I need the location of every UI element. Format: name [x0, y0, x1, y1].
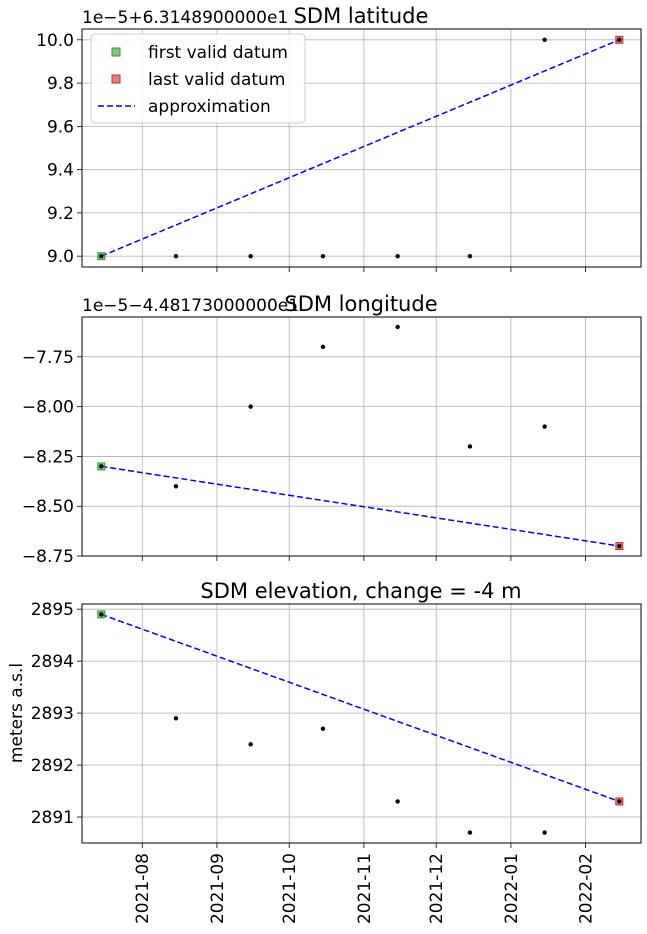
y-tick-label: −8.25: [22, 447, 74, 467]
x-tick-label: 2022-02: [577, 853, 597, 924]
grid: [82, 604, 641, 843]
data-point: [99, 612, 104, 617]
data-point: [173, 716, 179, 721]
legend-approximation-label: approximation: [148, 97, 271, 117]
approximation-line: [100, 39, 620, 257]
legend-last-label: last valid datum: [148, 70, 285, 90]
approximation-line: [101, 465, 620, 547]
data-point: [395, 253, 400, 259]
y-tick-label: 9.8: [47, 74, 74, 94]
x-tick-label: 2021-10: [280, 853, 300, 924]
data-point: [173, 484, 179, 489]
data-point: [617, 799, 622, 804]
approximation-line: [101, 613, 620, 803]
y-tick-label: 9.2: [47, 204, 74, 224]
axes-frame: [81, 603, 642, 844]
x-tick-label: 2021-09: [208, 853, 228, 924]
elevation-y-axis-label: meters a.s.l: [7, 663, 27, 763]
longitude-panel: SDM longitude 1e−5−4.48173000000e1 −8.75…: [22, 292, 642, 567]
y-tick-label: 2895: [31, 600, 74, 620]
axes-frame: [81, 28, 642, 268]
x-tick-label: 2021-12: [427, 853, 447, 924]
y-tick-label: 2891: [31, 808, 74, 828]
data-point: [99, 253, 104, 259]
axes-frame: [81, 316, 642, 557]
grid: [82, 317, 641, 557]
data-point: [395, 324, 400, 330]
y-tick-label: −8.50: [22, 497, 74, 517]
data-point: [542, 37, 547, 43]
latitude-offset-label: 1e−5+6.3148900000e1: [82, 8, 288, 28]
data-point: [248, 404, 253, 409]
data-point: [320, 253, 326, 259]
data-point: [248, 253, 253, 259]
legend-last-marker: [111, 74, 121, 84]
x-tick-label: 2022-01: [502, 853, 522, 924]
y-tick-label: 2894: [31, 652, 74, 672]
longitude-title: SDM longitude: [284, 292, 437, 316]
data-point: [248, 742, 253, 747]
legend-first-label: first valid datum: [148, 43, 288, 63]
data-point: [99, 464, 104, 469]
legend-box: [90, 33, 306, 124]
y-tick-label: 9.0: [47, 247, 74, 267]
data-point: [467, 444, 473, 449]
data-point: [320, 344, 326, 350]
data-point: [173, 253, 179, 259]
data-point: [467, 830, 473, 835]
data-point: [395, 799, 400, 804]
y-tick-label: 2893: [31, 704, 74, 724]
elevation-panel: SDM elevation, change = -4 m meters a.s.…: [7, 579, 642, 924]
longitude-offset-label: 1e−5−4.48173000000e1: [82, 296, 299, 316]
data-point: [467, 253, 473, 259]
y-tick-label: 9.4: [47, 161, 74, 181]
y-tick-label: 10.0: [36, 31, 74, 51]
data-point: [617, 37, 622, 43]
legend: first valid datum last valid datum appro…: [90, 33, 306, 124]
y-tick-label: 2892: [31, 756, 74, 776]
data-point: [320, 726, 326, 731]
data-point: [617, 543, 622, 549]
y-tick-label: −7.75: [22, 348, 74, 368]
data-point: [542, 424, 547, 429]
x-tick-label: 2021-11: [355, 853, 375, 924]
y-tick-label: 9.6: [47, 117, 74, 137]
legend-first-marker: [111, 47, 121, 57]
y-tick-label: −8.75: [22, 547, 74, 567]
x-tick-label: 2021-08: [133, 853, 153, 924]
latitude-title: SDM latitude: [294, 4, 429, 28]
data-point: [542, 830, 547, 835]
elevation-title: SDM elevation, change = -4 m: [200, 579, 521, 603]
y-tick-label: −8.00: [22, 398, 74, 418]
